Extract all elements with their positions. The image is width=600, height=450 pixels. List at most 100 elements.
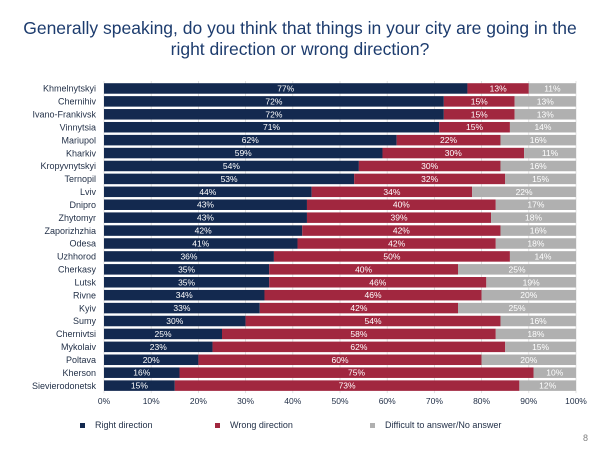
data-label-wrong-direction: 42% [350,303,367,313]
data-label-difficult: 16% [530,316,547,326]
bar-segment-right-direction [104,264,270,275]
legend-label-difficult: Difficult to answer/No answer [385,420,502,430]
bar-segment-wrong-direction [443,109,515,120]
data-label-right-direction: 41% [192,239,209,249]
category-label: Kyiv [79,303,97,313]
page-number: 8 [582,433,588,443]
bar-segment-difficult [509,251,576,262]
data-label-wrong-direction: 42% [388,239,405,249]
data-label-difficult: 16% [530,135,547,145]
bar-segment-right-direction [104,302,260,314]
bar-segment-wrong-direction [443,96,515,107]
data-label-right-direction: 53% [221,174,238,184]
data-label-difficult: 18% [525,213,542,223]
data-label-wrong-direction: 54% [365,316,382,326]
data-label-right-direction: 16% [133,368,150,378]
bar-segment-right-direction [104,251,274,262]
bar-segment-wrong-direction [222,328,496,340]
bar-segment-difficult [491,212,576,223]
data-label-wrong-direction: 39% [390,213,407,223]
bar-segment-right-direction [104,328,222,340]
bar-segment-wrong-direction [212,341,506,353]
legend-swatch-wrong-direction [215,422,220,428]
category-label: Lutsk [74,277,96,287]
bar-segment-right-direction [104,134,397,146]
category-label: Lviv [80,187,97,197]
data-label-right-direction: 71% [263,122,280,132]
bar-segment-wrong-direction [311,186,473,198]
data-label-right-direction: 44% [199,187,216,197]
x-tick-label: 40% [284,396,301,406]
data-label-difficult: 11% [542,148,559,158]
data-label-wrong-direction: 42% [393,226,410,236]
bar-segment-right-direction [104,277,270,288]
bar-segment-difficult [524,147,576,159]
data-label-right-direction: 36% [180,251,197,261]
data-label-difficult: 20% [520,290,537,300]
data-label-difficult: 11% [544,83,561,93]
category-label: Zhytomyr [58,213,96,223]
data-label-difficult: 17% [527,200,544,210]
data-label-right-direction: 72% [265,96,282,106]
data-label-right-direction: 72% [265,109,282,119]
bar-segment-difficult [514,109,576,120]
data-label-right-direction: 42% [195,226,212,236]
bar-segment-difficult [472,186,576,198]
data-label-right-direction: 20% [143,355,160,365]
data-label-difficult: 15% [532,342,549,352]
bar-segment-difficult [495,328,576,340]
x-tick-label: 0% [98,396,111,406]
data-label-wrong-direction: 62% [350,342,367,352]
category-label: Chernivtsi [56,329,96,339]
bar-segment-right-direction [104,160,359,172]
data-label-difficult: 12% [539,381,556,391]
category-label: Kharkiv [66,148,97,158]
x-tick-label: 30% [237,396,254,406]
data-label-difficult: 14% [534,122,551,132]
bar-segment-wrong-direction [382,147,525,159]
bar-segment-right-direction [104,380,175,391]
chart-title-line-2: right direction or wrong direction? [170,39,430,59]
data-label-right-direction: 34% [176,290,193,300]
x-tick-label: 80% [473,396,490,406]
bar-segment-right-direction [104,367,180,378]
data-label-right-direction: 43% [197,200,214,210]
bar-segment-difficult [500,160,576,172]
bar-segment-wrong-direction [269,277,487,288]
bar-segment-right-direction [104,121,440,133]
data-label-wrong-direction: 40% [355,264,372,274]
category-label: Kropyvnytskyi [40,161,96,171]
bar-segment-wrong-direction [396,134,501,146]
bar-segment-right-direction [104,147,383,159]
bar-segment-right-direction [104,238,298,249]
category-label: Ternopil [64,174,96,184]
bar-segment-difficult [500,225,576,236]
data-label-right-direction: 59% [235,148,252,158]
data-label-wrong-direction: 46% [365,290,382,300]
data-label-right-direction: 30% [166,316,183,326]
bar-segment-right-direction [104,186,312,198]
data-label-wrong-direction: 46% [369,277,386,287]
bar-segment-right-direction [104,354,199,366]
x-tick-label: 90% [520,396,537,406]
data-label-difficult: 13% [537,96,554,106]
data-label-right-direction: 33% [173,303,190,313]
category-label: Chernihiv [58,97,97,107]
data-label-difficult: 14% [534,251,551,261]
bar-segment-difficult [495,238,576,249]
bar-segment-difficult [500,134,576,146]
chart-title-line-1: Generally speaking, do you think that th… [23,18,577,38]
data-label-wrong-direction: 34% [383,187,400,197]
category-label: Vinnytsia [60,122,96,132]
bar-segment-difficult [505,341,576,353]
data-label-right-direction: 54% [223,161,240,171]
bar-segment-wrong-direction [297,238,496,249]
bar-segment-difficult [500,315,576,327]
bar-segment-wrong-direction [302,225,501,236]
data-label-wrong-direction: 15% [471,109,488,119]
data-label-wrong-direction: 75% [348,368,365,378]
data-label-wrong-direction: 73% [339,381,356,391]
category-label: Zaporizhzhia [44,226,96,236]
bar-segment-wrong-direction [264,289,482,301]
bar-segment-difficult [505,173,576,185]
